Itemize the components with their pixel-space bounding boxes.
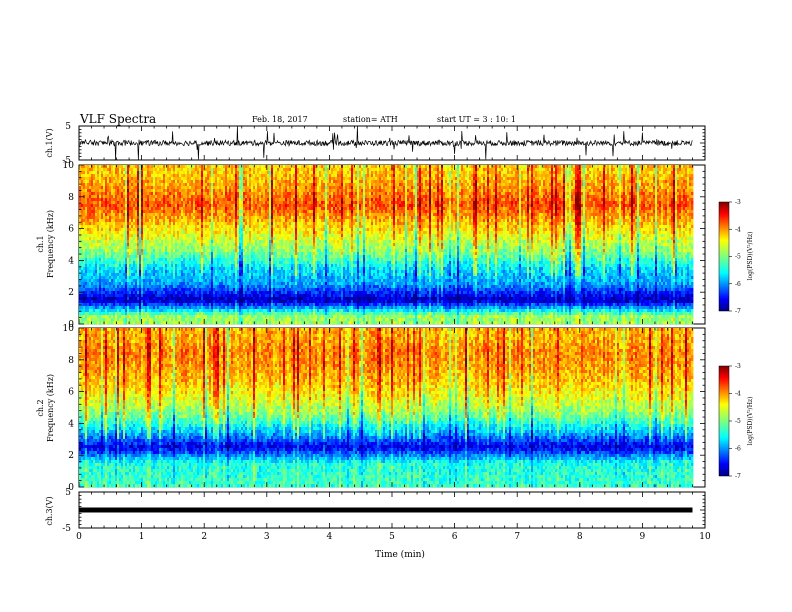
spectrogram-cell bbox=[691, 180, 693, 183]
spectrogram-cell bbox=[691, 210, 693, 213]
spectrogram-cell bbox=[691, 168, 693, 171]
spectrogram-cell bbox=[691, 204, 693, 207]
spectrogram-cell bbox=[691, 174, 693, 177]
start-time-label: start UT = 3 : 10: 1 bbox=[437, 115, 516, 124]
figure-title: VLF Spectra bbox=[79, 112, 156, 126]
spectrogram-cell bbox=[691, 192, 693, 195]
spectrogram-cell bbox=[691, 198, 693, 201]
station-label: station= ATH bbox=[343, 115, 398, 124]
spectrogram-cell bbox=[691, 177, 693, 180]
spectrogram-cell bbox=[691, 201, 693, 204]
spectrogram-cell bbox=[691, 171, 693, 174]
spectrogram-cell bbox=[691, 207, 693, 210]
spectrogram-cell bbox=[691, 186, 693, 189]
date-label: Feb. 18, 2017 bbox=[252, 115, 308, 124]
spectrogram-cell bbox=[691, 189, 693, 192]
spectrogram-cell bbox=[691, 183, 693, 186]
ch1-spectrogram bbox=[79, 165, 693, 324]
spectrogram-cell bbox=[691, 195, 693, 198]
